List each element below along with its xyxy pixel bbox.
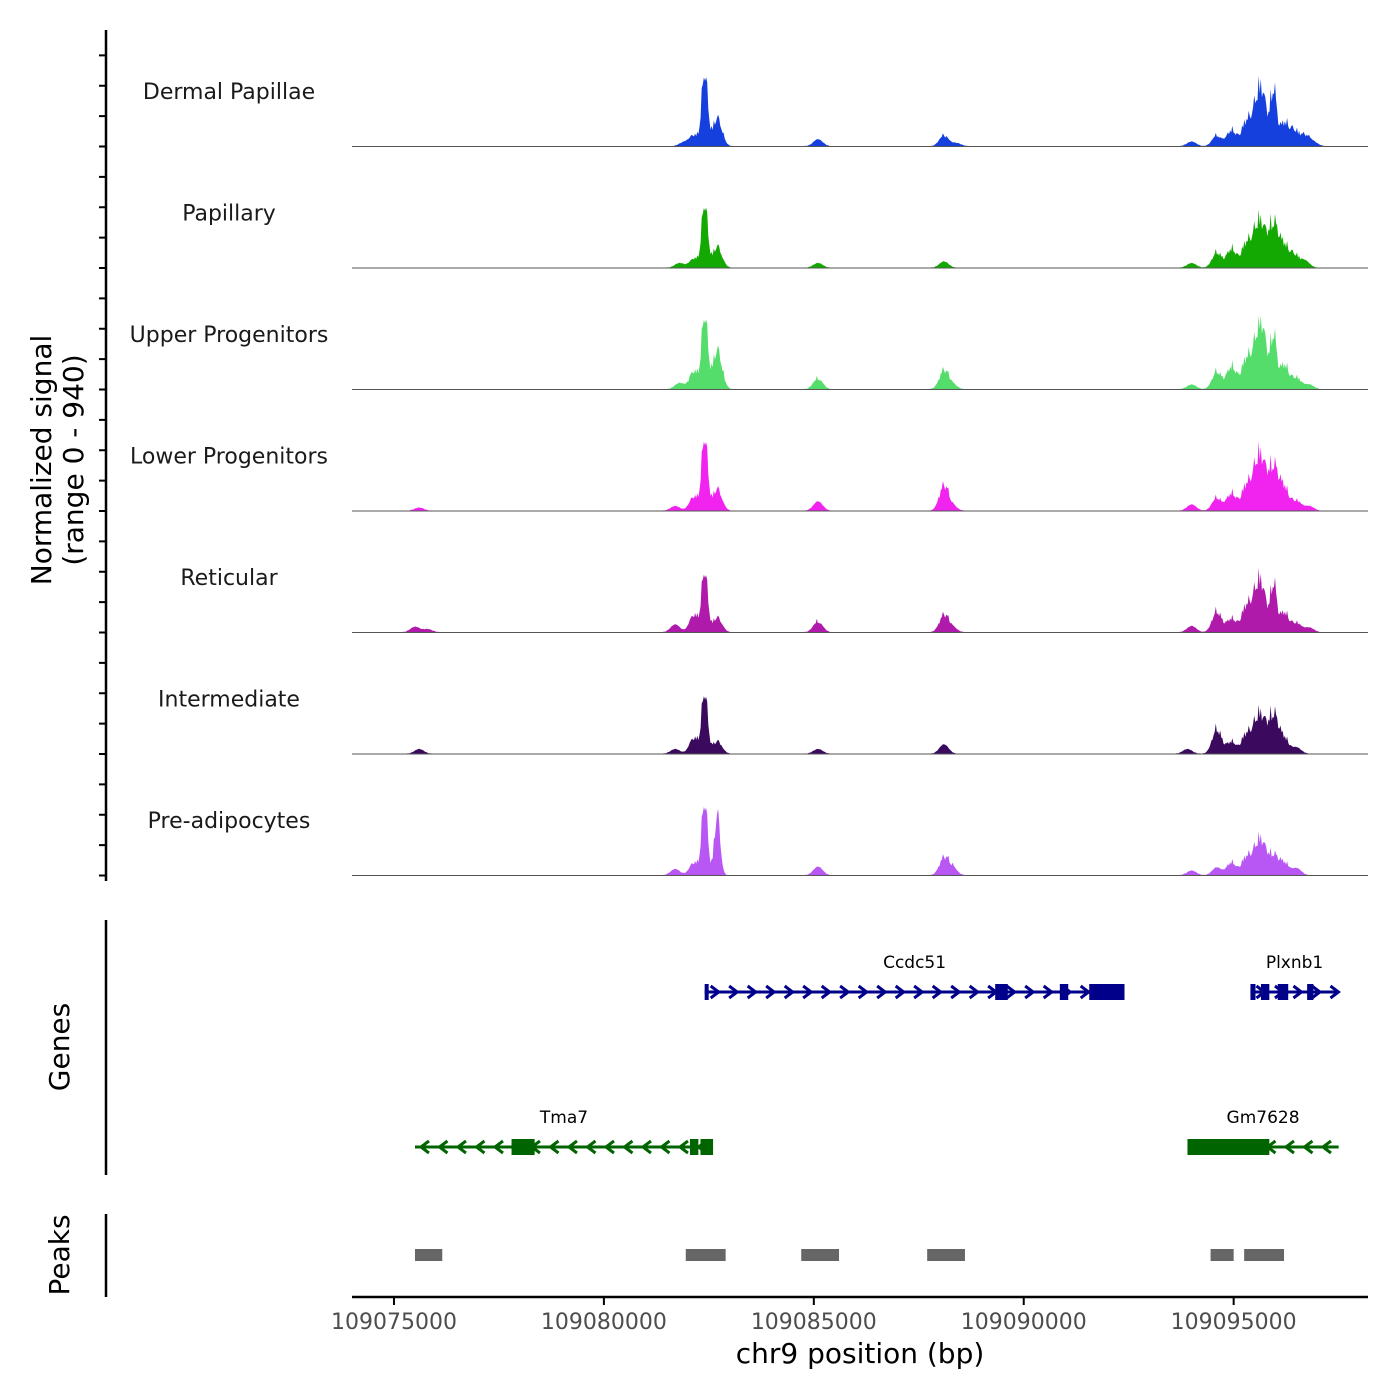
strand-arrow <box>473 1139 486 1155</box>
exon-ccdc51 <box>995 984 1008 1000</box>
strand-arrow <box>1005 984 1018 1000</box>
exon-tma7 <box>511 1139 535 1155</box>
genes-panel-title: Genes <box>43 1003 76 1091</box>
exon-plxnb1 <box>1307 984 1314 1000</box>
gene-plxnb1: Plxnb1 <box>1250 953 1341 1000</box>
strand-arrow <box>968 984 981 1000</box>
x-tick-label: 109075000 <box>331 1310 457 1335</box>
strand-arrow <box>1283 1139 1295 1155</box>
strand-arrow <box>1292 984 1304 1000</box>
coverage-area-papillary <box>352 207 1339 268</box>
track-label-reticular: Reticular <box>180 566 278 591</box>
strand-arrow <box>802 984 814 1000</box>
strand-arrow <box>584 1139 597 1155</box>
coverage-area-intermediate <box>352 696 1339 754</box>
strand-arrow <box>746 984 759 1000</box>
coverage-area-upper-progenitors <box>352 315 1339 390</box>
strand-arrow <box>765 984 777 1000</box>
strand-arrow <box>1311 984 1323 1000</box>
strand-arrow <box>1024 984 1036 1000</box>
genes-panel: Ccdc51 Plxnb1 Tma7 Gm7628 <box>414 953 1341 1155</box>
coverage-tracks <box>352 75 1368 876</box>
track-label-upper-progenitors: Upper Progenitors <box>130 323 329 348</box>
strand-arrow <box>876 984 888 1000</box>
exon-gm7628 <box>1187 1139 1270 1155</box>
gene-label-ccdc51: Ccdc51 <box>883 953 946 973</box>
exon-tma7 <box>700 1139 714 1155</box>
strand-arrow <box>1301 1139 1314 1155</box>
exon-ccdc51 <box>1089 984 1125 1000</box>
strand-arrow <box>418 1139 430 1155</box>
gene-tma7: Tma7 <box>414 1108 714 1155</box>
strand-arrow <box>566 1139 578 1155</box>
strand-arrow <box>1320 1139 1332 1155</box>
peaks-panel-title: Peaks <box>43 1214 76 1295</box>
strand-arrow <box>547 1139 560 1155</box>
signal-y-axis <box>99 30 108 881</box>
peak-region <box>1244 1249 1285 1261</box>
strand-arrow <box>783 984 796 1000</box>
strand-arrow <box>894 984 907 1000</box>
x-tick-label: 109090000 <box>961 1310 1087 1335</box>
strand-arrow <box>950 984 962 1000</box>
strand-arrow <box>455 1139 467 1155</box>
coverage-area-lower-progenitors <box>352 441 1339 511</box>
strand-arrow <box>640 1139 652 1155</box>
track-label-dermal-papillae: Dermal Papillae <box>143 80 315 105</box>
strand-arrow <box>931 984 944 1000</box>
strand-arrow <box>857 984 870 1000</box>
track-label-intermediate: Intermediate <box>158 688 300 713</box>
y-axis-title-line2: (range 0 - 940) <box>57 354 90 565</box>
strand-arrow <box>1079 984 1092 1000</box>
gene-label-tma7: Tma7 <box>539 1108 588 1128</box>
x-tick-label: 109080000 <box>541 1310 667 1335</box>
x-tick-label: 109095000 <box>1171 1310 1297 1335</box>
strand-arrow <box>709 984 722 1000</box>
strand-arrow <box>603 1139 615 1155</box>
strand-arrow <box>1042 984 1055 1000</box>
peak-region <box>801 1249 840 1261</box>
strand-arrow <box>492 1139 504 1155</box>
track-label-papillary: Papillary <box>182 202 276 227</box>
track-labels: Dermal Papillae Papillary Upper Progenitor… <box>130 80 329 834</box>
peak-region <box>685 1249 726 1261</box>
strand-arrow <box>436 1139 449 1155</box>
track-label-lower-progenitors: Lower Progenitors <box>130 445 328 470</box>
peak-region <box>1210 1249 1234 1261</box>
gene-ccdc51: Ccdc51 <box>704 953 1125 1000</box>
peak-region <box>927 1249 965 1261</box>
exon-tma7 <box>689 1139 699 1155</box>
gene-label-plxnb1: Plxnb1 <box>1266 953 1323 973</box>
strand-arrow <box>677 1139 689 1155</box>
exon-plxnb1 <box>1260 984 1270 1000</box>
gene-gm7628: Gm7628 <box>1187 1108 1339 1155</box>
strand-arrow <box>820 984 833 1000</box>
strand-arrow <box>913 984 925 1000</box>
exon-plxnb1 <box>1250 984 1256 1000</box>
strand-arrow <box>839 984 851 1000</box>
x-tick-label: 109085000 <box>751 1310 877 1335</box>
exon-ccdc51 <box>704 984 709 1000</box>
exon-ccdc51 <box>1059 984 1069 1000</box>
strand-arrow <box>728 984 740 1000</box>
peak-region <box>414 1249 443 1261</box>
strand-arrow <box>658 1139 671 1155</box>
strand-arrow <box>1329 984 1341 1000</box>
coverage-area-pre-adipocytes <box>352 806 1339 876</box>
x-axis-title: chr9 position (bp) <box>736 1337 985 1370</box>
exon-plxnb1 <box>1277 984 1289 1000</box>
coverage-area-reticular <box>352 567 1339 633</box>
y-axis-title-line1: Normalized signal <box>25 335 58 586</box>
gene-label-gm7628: Gm7628 <box>1227 1108 1300 1128</box>
strand-arrow <box>621 1139 634 1155</box>
track-label-pre-adipocytes: Pre-adipocytes <box>148 809 311 834</box>
x-axis: 109075000 109080000 109085000 109090000 1090… <box>331 1295 1368 1335</box>
peaks-panel <box>414 1249 1285 1261</box>
coverage-area-dermal-papillae <box>352 75 1339 147</box>
